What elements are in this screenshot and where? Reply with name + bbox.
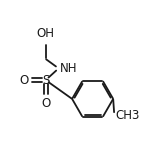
- Text: NH: NH: [60, 62, 77, 75]
- Text: O: O: [41, 97, 50, 110]
- Text: S: S: [42, 74, 49, 87]
- Text: OH: OH: [37, 27, 55, 40]
- Text: O: O: [19, 74, 29, 87]
- Text: CH3: CH3: [115, 109, 139, 122]
